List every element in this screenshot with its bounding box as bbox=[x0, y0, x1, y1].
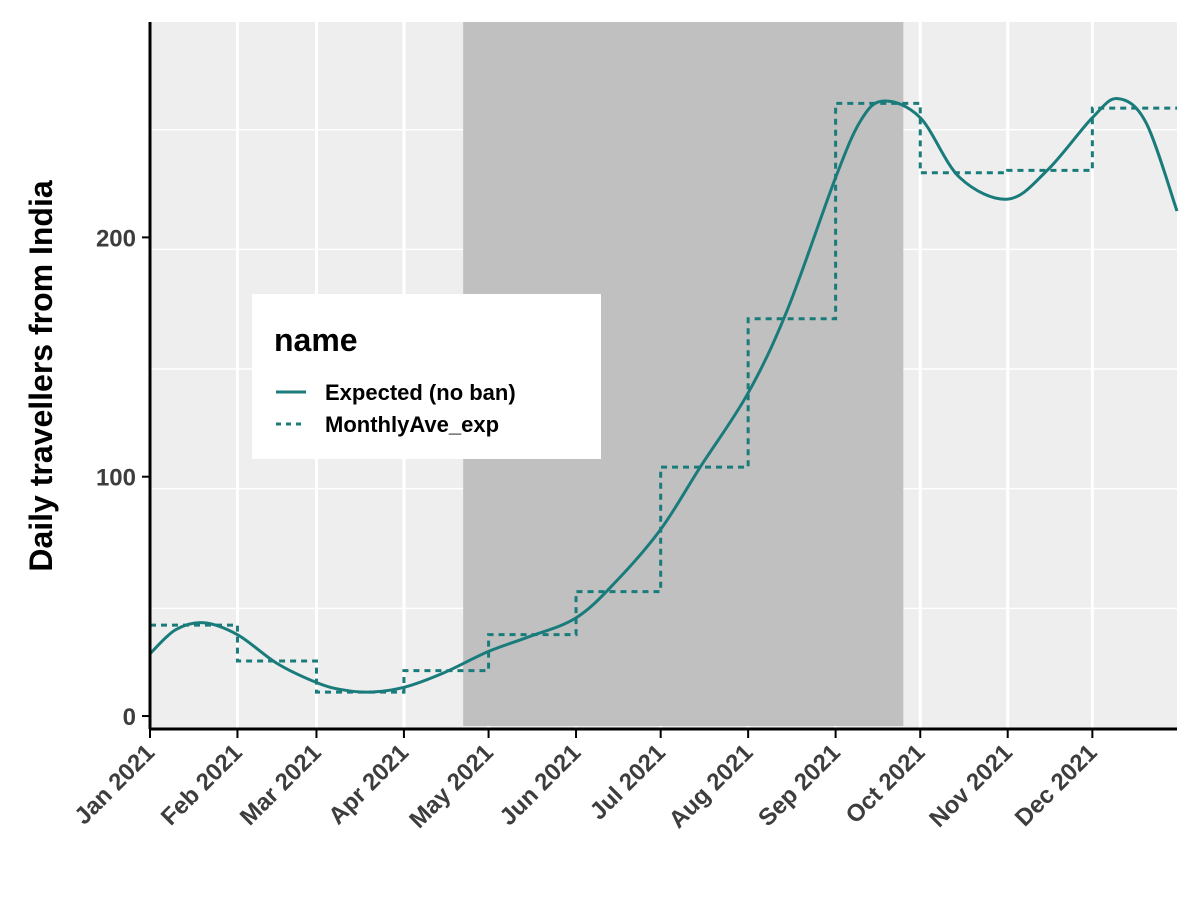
legend: name Expected (no ban) MonthlyAve_exp bbox=[252, 294, 601, 459]
x-tick-label-3: Apr 2021 bbox=[323, 739, 414, 830]
legend-box bbox=[252, 294, 601, 459]
y-tick-label-2: 200 bbox=[96, 225, 136, 252]
x-tick-label-2: Mar 2021 bbox=[235, 739, 327, 831]
axes bbox=[148, 22, 1177, 731]
x-tick-label-0: Jan 2021 bbox=[69, 739, 160, 830]
x-tick-label-10: Nov 2021 bbox=[924, 739, 1018, 833]
x-tick-label-7: Aug 2021 bbox=[664, 739, 759, 834]
x-tick-label-4: May 2021 bbox=[404, 739, 499, 834]
series-monthly-average bbox=[150, 101, 1177, 694]
series-layer bbox=[148, 97, 1179, 694]
x-tick-label-11: Dec 2021 bbox=[1010, 739, 1103, 832]
x-tick-label-8: Sep 2021 bbox=[753, 739, 846, 832]
x-tick-label-9: Oct 2021 bbox=[841, 739, 931, 829]
legend-label-monthly: MonthlyAve_exp bbox=[325, 412, 499, 437]
y-tick-label-0: 0 bbox=[123, 704, 136, 731]
x-tick-label-5: Jun 2021 bbox=[495, 739, 587, 831]
x-tick-label-6: Jul 2021 bbox=[585, 739, 671, 825]
x-tick-label-1: Feb 2021 bbox=[156, 739, 248, 831]
legend-title: name bbox=[274, 322, 358, 358]
legend-label-expected: Expected (no ban) bbox=[325, 380, 516, 405]
y-axis-title: Daily travellers from India bbox=[23, 180, 59, 571]
y-tick-label-1: 100 bbox=[96, 465, 136, 492]
